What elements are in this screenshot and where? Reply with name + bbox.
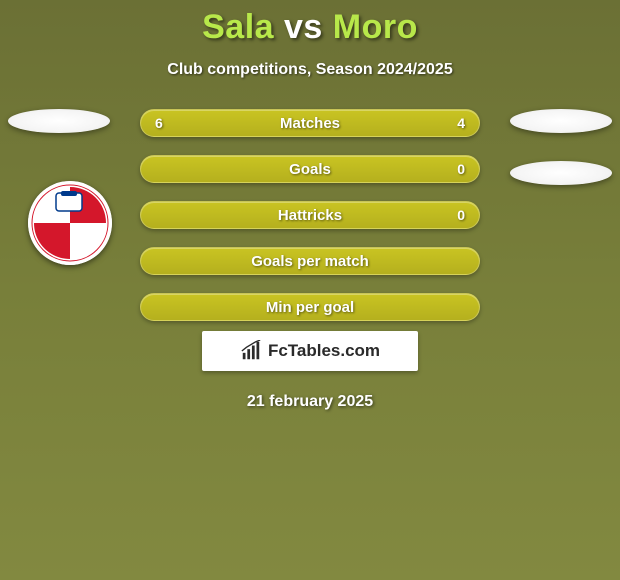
snapshot-date: 21 february 2025 <box>0 393 620 411</box>
player1-name: Sala <box>202 8 274 46</box>
season-subtitle: Club competitions, Season 2024/2025 <box>0 61 620 79</box>
stat-right-value: 0 <box>457 207 465 223</box>
club-badge-icon <box>28 181 112 265</box>
comparison-title: Sala vs Moro <box>0 0 620 47</box>
stat-row-matches: 6 Matches 4 <box>140 109 480 137</box>
stats-column: 6 Matches 4 Goals 0 Hattricks 0 Goals pe… <box>140 109 480 321</box>
stat-row-goals: Goals 0 <box>140 155 480 183</box>
stat-label: Min per goal <box>266 299 354 316</box>
stat-row-goals-per-match: Goals per match <box>140 247 480 275</box>
stat-right-value: 0 <box>457 161 465 177</box>
player2-marker-icon <box>510 109 612 133</box>
stat-label: Goals <box>289 161 331 178</box>
stat-right-value: 4 <box>457 115 465 131</box>
stat-left-value: 6 <box>155 115 163 131</box>
player1-marker-icon <box>8 109 110 133</box>
stats-content: 6 Matches 4 Goals 0 Hattricks 0 Goals pe… <box>0 109 620 411</box>
stat-label: Hattricks <box>278 207 342 224</box>
stat-label: Goals per match <box>251 253 369 270</box>
brand-text: FcTables.com <box>268 341 380 361</box>
brand-badge: FcTables.com <box>202 331 418 371</box>
stat-label: Matches <box>280 115 340 132</box>
player2-marker2-icon <box>510 161 612 185</box>
brand-suffix: Tables.com <box>288 341 380 360</box>
vs-separator: vs <box>284 8 323 46</box>
stat-row-hattricks: Hattricks 0 <box>140 201 480 229</box>
brand-prefix: Fc <box>268 341 288 360</box>
player2-name: Moro <box>333 8 418 46</box>
chart-icon <box>240 340 262 362</box>
stat-row-min-per-goal: Min per goal <box>140 293 480 321</box>
